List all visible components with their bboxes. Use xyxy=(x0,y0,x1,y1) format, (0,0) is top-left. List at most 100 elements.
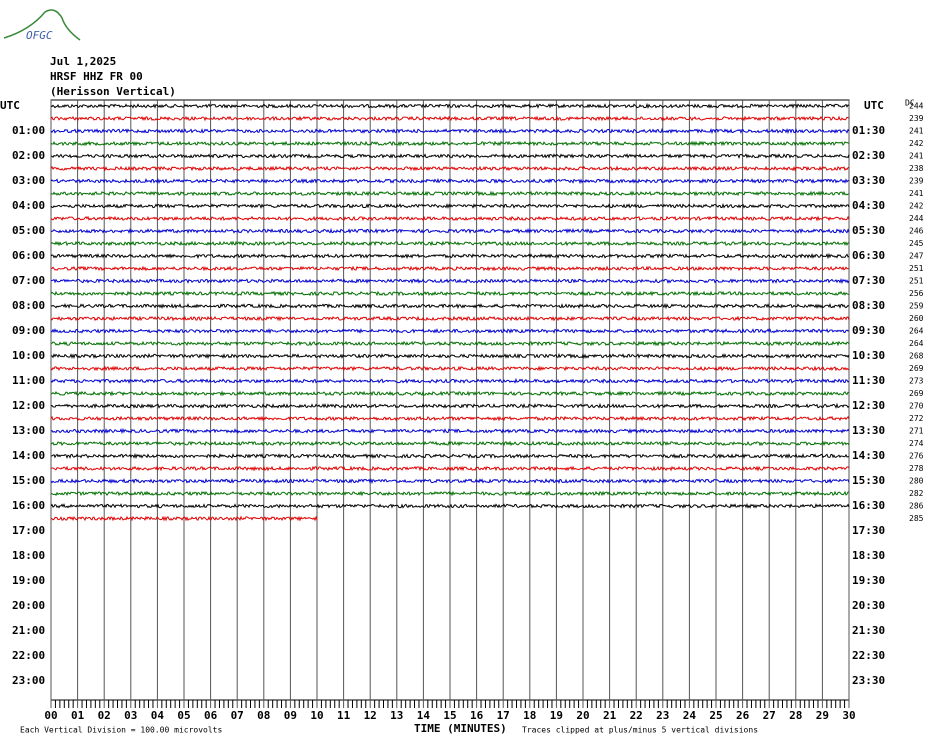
clip-note: Traces clipped at plus/minus 5 vertical … xyxy=(522,726,758,735)
dc-value: 256 xyxy=(909,289,924,298)
right-hour-label: 14:30 xyxy=(852,449,885,462)
dc-value: 242 xyxy=(909,139,924,148)
dc-value: 269 xyxy=(909,364,924,373)
seismic-trace xyxy=(50,215,850,222)
right-hour-label: 17:30 xyxy=(852,524,885,537)
seismic-trace xyxy=(50,490,850,497)
right-hour-label: 01:30 xyxy=(852,124,885,137)
x-tick-label: 12 xyxy=(364,709,377,722)
x-tick-label: 01 xyxy=(71,709,85,722)
seismic-trace xyxy=(50,415,850,422)
seismic-trace xyxy=(51,302,850,310)
x-tick-label: 11 xyxy=(337,709,351,722)
x-tick-label: 03 xyxy=(124,709,137,722)
dc-value: 259 xyxy=(909,302,924,311)
right-hour-label: 06:30 xyxy=(852,249,885,262)
dc-label: DC xyxy=(905,99,915,108)
x-tick-label: 09 xyxy=(284,709,297,722)
seismic-trace xyxy=(50,477,850,485)
x-tick-label: 28 xyxy=(789,709,802,722)
x-tick-label: 23 xyxy=(656,709,669,722)
x-tick-label: 18 xyxy=(523,709,536,722)
seismic-trace xyxy=(50,515,318,522)
right-hour-label: 23:30 xyxy=(852,674,885,687)
seismic-trace xyxy=(50,240,850,247)
seismic-trace xyxy=(50,252,850,260)
x-tick-label: 19 xyxy=(550,709,563,722)
dc-value: 278 xyxy=(909,464,924,473)
left-hour-label: 03:00 xyxy=(12,174,45,187)
seismic-trace xyxy=(50,202,850,210)
dc-value: 242 xyxy=(909,202,924,211)
left-hour-label: 11:00 xyxy=(12,374,45,387)
left-hour-label: UTC xyxy=(0,99,20,112)
dc-value: 245 xyxy=(909,239,924,248)
left-hour-label: 06:00 xyxy=(12,249,45,262)
dc-value: 273 xyxy=(909,377,924,386)
dc-value: 270 xyxy=(909,402,924,411)
dc-value: 239 xyxy=(909,177,924,186)
right-hour-label: UTC xyxy=(864,99,884,112)
x-tick-label: 27 xyxy=(763,709,776,722)
x-tick-label: 07 xyxy=(231,709,244,722)
dc-value: 247 xyxy=(909,252,924,261)
x-tick-label: 22 xyxy=(630,709,643,722)
seismic-trace xyxy=(50,328,850,335)
seismic-trace xyxy=(50,277,850,285)
x-tick-label: 29 xyxy=(816,709,829,722)
left-hour-label: 13:00 xyxy=(12,424,45,437)
right-hour-label: 13:30 xyxy=(852,424,885,437)
right-hour-label: 09:30 xyxy=(852,324,885,337)
dc-value: 272 xyxy=(909,414,924,423)
right-hour-label: 08:30 xyxy=(852,299,885,312)
left-hour-label: 08:00 xyxy=(12,299,45,312)
seismic-trace xyxy=(50,452,850,460)
left-hour-label: 19:00 xyxy=(12,574,45,587)
seismic-trace xyxy=(50,352,850,360)
right-hour-label: 20:30 xyxy=(852,599,885,612)
right-hour-label: 12:30 xyxy=(852,399,885,412)
right-hour-label: 21:30 xyxy=(852,624,885,637)
seismic-trace xyxy=(50,340,850,347)
left-hour-label: 16:00 xyxy=(12,499,45,512)
dc-value: 239 xyxy=(909,114,924,123)
x-tick-label: 17 xyxy=(497,709,510,722)
seismic-trace xyxy=(50,227,850,234)
x-tick-label: 15 xyxy=(443,709,456,722)
seismic-trace xyxy=(50,127,850,135)
left-hour-label: 21:00 xyxy=(12,624,45,637)
seismic-trace xyxy=(50,377,850,384)
left-hour-label: 05:00 xyxy=(12,224,45,237)
dc-value: 244 xyxy=(909,214,924,223)
x-tick-label: 26 xyxy=(736,709,750,722)
seismic-trace xyxy=(50,440,850,447)
dc-value: 241 xyxy=(909,189,924,198)
x-tick-label: 21 xyxy=(603,709,617,722)
seismic-trace xyxy=(50,390,850,397)
x-tick-label: 00 xyxy=(44,709,57,722)
x-tick-label: 14 xyxy=(417,709,431,722)
dc-value: 251 xyxy=(909,264,924,273)
left-hour-label: 01:00 xyxy=(12,124,45,137)
dc-value: 251 xyxy=(909,277,924,286)
left-hour-label: 10:00 xyxy=(12,349,45,362)
dc-value: 271 xyxy=(909,427,924,436)
left-hour-label: 17:00 xyxy=(12,524,45,537)
left-hour-label: 20:00 xyxy=(12,599,45,612)
x-tick-label: 08 xyxy=(257,709,270,722)
x-tick-label: 20 xyxy=(576,709,589,722)
seismic-trace xyxy=(50,427,850,435)
dc-value: 282 xyxy=(909,489,924,498)
left-hour-label: 22:00 xyxy=(12,649,45,662)
dc-value: 269 xyxy=(909,389,924,398)
seismic-trace xyxy=(50,177,850,185)
seismic-trace xyxy=(50,365,850,372)
x-tick-label: 04 xyxy=(151,709,165,722)
left-hour-label: 04:00 xyxy=(12,199,45,212)
dc-value: 244 xyxy=(909,102,924,111)
left-hour-label: 15:00 xyxy=(12,474,45,487)
x-tick-label: 24 xyxy=(683,709,697,722)
station-name: (Herisson Vertical) xyxy=(50,85,176,98)
left-hour-label: 18:00 xyxy=(12,549,45,562)
